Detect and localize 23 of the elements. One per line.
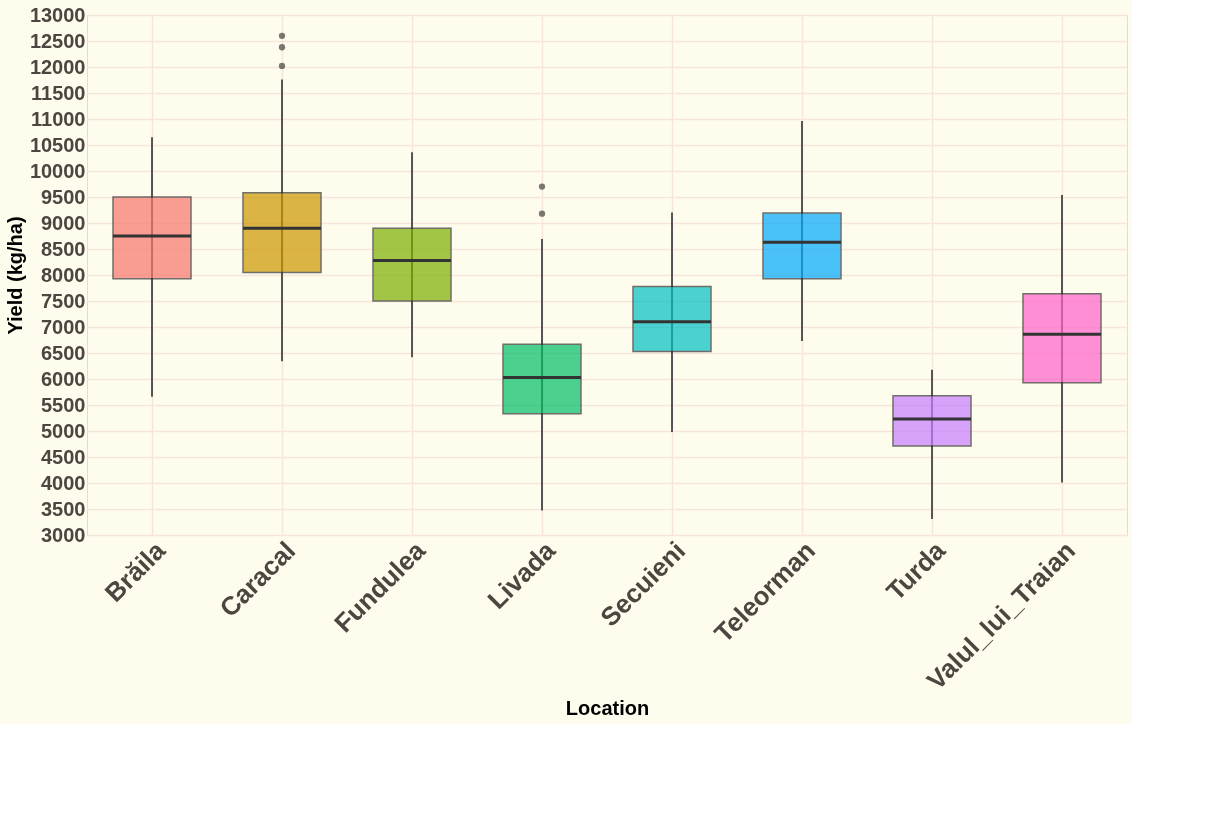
y-tick-label: 4000 (41, 471, 86, 494)
y-tick-label: 13000 (29, 3, 86, 26)
y-tick-label: 3500 (41, 497, 86, 520)
y-tick-label: 5000 (41, 419, 86, 442)
x-axis-title: Location (565, 696, 650, 719)
y-tick-label: 9500 (41, 185, 86, 208)
y-axis-title: Yield (kg/ha) (3, 216, 26, 335)
y-tick-label: 7500 (41, 289, 86, 312)
y-tick-label: 11000 (30, 107, 86, 130)
y-tick-label: 10500 (29, 133, 86, 156)
y-tick-label: 7000 (41, 315, 86, 338)
y-tick-label: 4500 (41, 445, 86, 468)
y-tick-label: 8000 (41, 263, 86, 286)
y-tick-label: 6500 (41, 341, 86, 364)
y-tick-label: 6000 (41, 367, 86, 390)
y-tick-label: 3000 (41, 523, 86, 546)
y-tick-label: 9000 (41, 211, 86, 234)
y-tick-label: 12000 (29, 55, 86, 78)
y-tick-label: 11500 (30, 81, 86, 104)
y-tick-label: 5500 (41, 393, 86, 416)
y-tick-label: 8500 (41, 237, 86, 260)
y-tick-label: 10000 (29, 159, 86, 182)
y-tick-label: 12500 (29, 29, 86, 52)
